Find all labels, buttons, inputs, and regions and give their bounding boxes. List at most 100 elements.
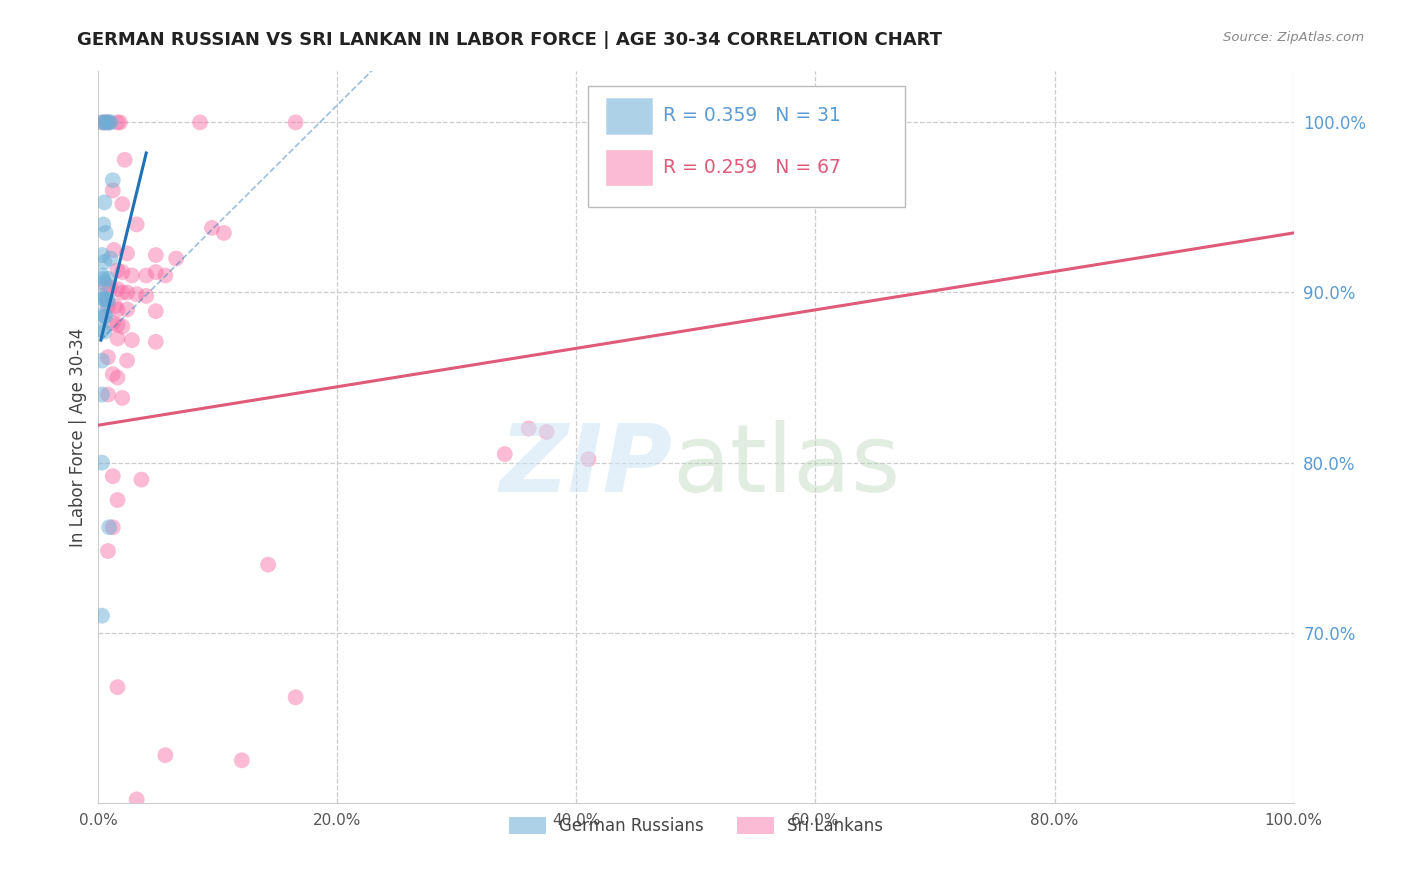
Point — [93, 293, 115, 307]
Point — [111, 285, 134, 300]
Text: R = 0.259   N = 67: R = 0.259 N = 67 — [662, 158, 841, 177]
Point — [91, 289, 114, 303]
Point — [231, 753, 253, 767]
Point — [97, 387, 120, 401]
Y-axis label: In Labor Force | Age 30-34: In Labor Force | Age 30-34 — [69, 327, 87, 547]
Point — [91, 323, 114, 337]
Point — [135, 289, 157, 303]
Point — [98, 520, 121, 534]
Point — [91, 353, 114, 368]
Point — [91, 387, 114, 401]
Point — [107, 680, 129, 694]
Point — [91, 268, 114, 283]
Point — [107, 370, 129, 384]
Point — [125, 218, 148, 232]
Point — [98, 115, 121, 129]
Point — [97, 293, 120, 308]
Point — [96, 293, 118, 307]
Point — [98, 280, 122, 294]
Point — [145, 265, 167, 279]
Point — [257, 558, 280, 572]
Point — [517, 421, 540, 435]
Point — [107, 115, 129, 129]
Point — [91, 608, 114, 623]
Point — [111, 265, 134, 279]
Point — [101, 520, 124, 534]
Point — [385, 813, 409, 827]
Point — [91, 456, 114, 470]
Point — [114, 153, 136, 167]
Point — [97, 299, 120, 313]
Point — [107, 302, 129, 317]
Point — [108, 115, 131, 129]
Point — [101, 183, 124, 197]
Point — [121, 333, 143, 347]
Point — [93, 255, 115, 269]
Point — [165, 252, 187, 266]
Point — [96, 115, 118, 129]
Point — [103, 243, 125, 257]
Point — [107, 282, 129, 296]
Point — [94, 278, 117, 293]
Point — [145, 843, 167, 857]
Point — [111, 319, 134, 334]
Point — [91, 308, 114, 322]
Point — [91, 293, 114, 307]
Point — [93, 275, 115, 289]
Point — [97, 272, 120, 286]
Point — [155, 268, 177, 283]
Point — [131, 473, 153, 487]
Point — [107, 318, 129, 332]
Point — [93, 310, 115, 324]
FancyBboxPatch shape — [589, 86, 905, 207]
Point — [101, 469, 124, 483]
Point — [155, 748, 177, 763]
Point — [125, 792, 148, 806]
Point — [121, 268, 143, 283]
Bar — [606, 150, 652, 185]
Point — [101, 367, 124, 381]
Text: R = 0.359   N = 31: R = 0.359 N = 31 — [662, 106, 841, 126]
Point — [804, 115, 827, 129]
Point — [578, 452, 600, 467]
Point — [115, 353, 138, 368]
Point — [91, 115, 114, 129]
Point — [115, 246, 138, 260]
Point — [115, 285, 138, 300]
Point — [111, 391, 134, 405]
Point — [91, 218, 114, 232]
Point — [97, 115, 120, 129]
Text: GERMAN RUSSIAN VS SRI LANKAN IN LABOR FORCE | AGE 30-34 CORRELATION CHART: GERMAN RUSSIAN VS SRI LANKAN IN LABOR FO… — [77, 31, 942, 49]
Point — [212, 226, 235, 240]
Point — [101, 316, 124, 330]
Point — [107, 331, 129, 345]
Point — [284, 115, 307, 129]
Point — [107, 263, 129, 277]
Point — [536, 425, 558, 439]
Point — [135, 268, 157, 283]
Point — [145, 334, 167, 349]
Text: Source: ZipAtlas.com: Source: ZipAtlas.com — [1223, 31, 1364, 45]
Point — [94, 115, 117, 129]
Text: atlas: atlas — [672, 420, 900, 512]
Point — [188, 115, 211, 129]
Point — [94, 310, 117, 324]
Point — [125, 287, 148, 301]
Point — [97, 350, 120, 364]
Point — [97, 544, 120, 558]
Point — [91, 115, 114, 129]
Point — [91, 272, 114, 286]
Point — [94, 226, 117, 240]
Text: ZIP: ZIP — [499, 420, 672, 512]
Point — [91, 248, 114, 262]
Point — [145, 248, 167, 262]
Point — [107, 493, 129, 508]
Point — [101, 173, 124, 187]
Point — [98, 252, 122, 266]
Point — [494, 447, 516, 461]
Point — [145, 304, 167, 318]
Point — [115, 302, 138, 317]
Point — [93, 325, 115, 339]
Point — [201, 220, 224, 235]
Point — [104, 299, 127, 313]
